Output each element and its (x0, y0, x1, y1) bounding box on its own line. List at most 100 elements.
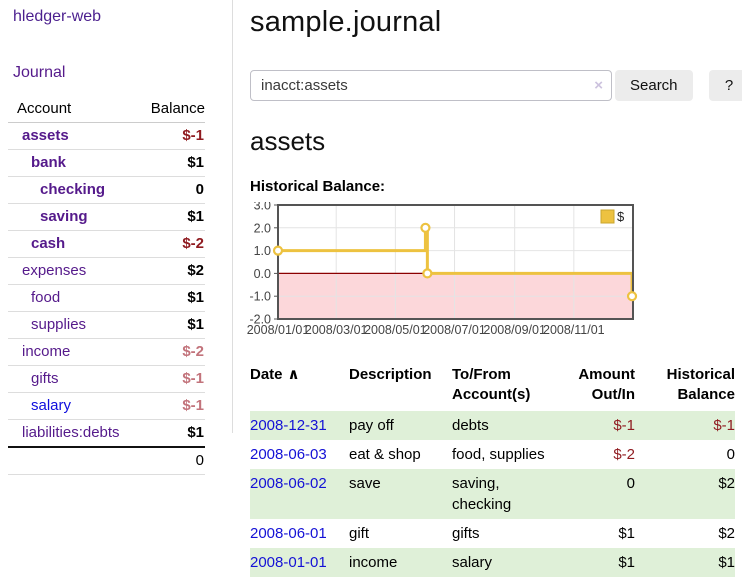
transaction-row: 2008-06-03 eat & shop food, supplies $-2 0 (250, 440, 735, 469)
sidebar-account-food[interactable]: food (31, 289, 61, 306)
svg-text:2008/05/01: 2008/05/01 (364, 323, 427, 337)
transaction-amount: $1 (552, 547, 635, 577)
transaction-accounts: gifts (452, 524, 480, 542)
app-title-link[interactable]: hledger-web (13, 8, 102, 25)
account-row: liabilities:debts $1 (8, 419, 205, 448)
chart-title: Historical Balance: (250, 178, 386, 195)
account-row: bank $1 (8, 149, 205, 177)
transaction-accounts: debts (452, 410, 552, 440)
help-button[interactable]: ? (708, 70, 742, 101)
transaction-description: pay off (349, 410, 452, 440)
account-balance: $-2 (140, 230, 205, 258)
transaction-balance: $1 (635, 547, 735, 577)
sidebar-account-gifts[interactable]: gifts (31, 370, 59, 387)
register-header-description: Description (349, 366, 432, 383)
transaction-balance: $2 (718, 524, 735, 542)
sidebar-account-liabilities-debts[interactable]: liabilities:debts (22, 424, 120, 441)
transaction-date-link[interactable]: 2008-06-02 (250, 474, 327, 492)
account-row: saving $1 (8, 203, 205, 231)
account-row: gifts $-1 (8, 365, 205, 393)
transaction-row: 2008-06-01 gift gifts $1 $2 (250, 519, 735, 548)
transaction-date-link[interactable]: 2008-06-03 (250, 445, 327, 463)
sidebar: hledger-web Journal Account Balance asse… (0, 0, 233, 475)
transaction-amount: $-1 (552, 410, 635, 440)
sidebar-account-cash[interactable]: cash (31, 235, 66, 252)
sidebar-account-bank[interactable]: bank (31, 154, 67, 171)
svg-text:2008/03/01: 2008/03/01 (305, 323, 368, 337)
account-balance: 0 (140, 176, 205, 204)
clear-search-icon[interactable]: × (594, 77, 603, 94)
svg-text:2.0: 2.0 (254, 221, 271, 235)
transaction-row: 2008-01-01 income salary $1 $1 (250, 547, 735, 577)
transaction-amount: $-2 (613, 445, 635, 463)
accounts-header-row: Account Balance (8, 96, 205, 123)
transaction-date-link[interactable]: 2008-12-31 (250, 416, 327, 434)
sidebar-account-expenses[interactable]: expenses (22, 262, 87, 279)
account-heading: assets (250, 126, 326, 156)
sidebar-item-journal[interactable]: Journal (13, 64, 66, 81)
page-title: sample.journal (250, 6, 442, 38)
main-content: sample.journal × Search ? assets Histori… (233, 0, 742, 577)
svg-text:2008/01/01: 2008/01/01 (247, 323, 310, 337)
transaction-balance: 0 (726, 445, 735, 463)
transaction-balance: $-1 (635, 410, 735, 440)
accounts-total-balance: 0 (140, 446, 205, 475)
account-row: food $1 (8, 284, 205, 312)
chart-canvas: $3.0 2.0 1.0 0.0 -1.0 -2.02008/01/012008/03/0… (247, 199, 638, 337)
sidebar-account-supplies[interactable]: supplies (31, 316, 87, 333)
account-balance: $1 (140, 284, 205, 312)
account-balance: $-2 (140, 338, 205, 366)
account-balance: $-1 (140, 365, 205, 393)
search-form: × Search ? (250, 70, 742, 101)
transaction-accounts: food, supplies (452, 445, 545, 463)
transaction-accounts: saving, checking (452, 468, 552, 519)
sidebar-account-assets[interactable]: assets (22, 127, 69, 144)
svg-text:3.0: 3.0 (254, 202, 271, 213)
svg-text:0.0: 0.0 (254, 267, 271, 281)
transaction-description: eat & shop (349, 445, 421, 463)
transaction-date-link[interactable]: 2008-06-01 (250, 524, 327, 542)
transaction-accounts: salary (452, 547, 552, 577)
transaction-description: income (349, 547, 452, 577)
sort-asc-icon: ∧ (287, 366, 300, 383)
sidebar-account-income[interactable]: income (22, 343, 71, 360)
accounts-table-body: assets $-1 bank $1 checking 0 saving $1 cash $-2 e… (8, 122, 205, 475)
register-header-balance: Historical Balance (666, 366, 735, 404)
sidebar-account-salary[interactable]: salary (31, 397, 72, 414)
transaction-description: gift (349, 524, 370, 542)
transaction-row: 2008-06-02 save saving, checking 0 $2 (250, 468, 735, 519)
sidebar-account-saving[interactable]: saving (40, 208, 88, 225)
accounts-total-row: 0 (8, 446, 205, 475)
accounts-table: Account Balance assets $-1 bank $1 checking 0… (8, 96, 205, 475)
register-header-row: Date ∧ Description To/From Account(s) Amo… (250, 363, 735, 411)
transaction-description: save (349, 468, 452, 519)
account-row: supplies $1 (8, 311, 205, 339)
transaction-amount: 0 (552, 468, 635, 519)
register-table: Date ∧ Description To/From Account(s) Amo… (250, 363, 735, 577)
accounts-header-balance: Balance (140, 96, 205, 123)
account-row: expenses $2 (8, 257, 205, 285)
svg-text:-2.0: -2.0 (249, 313, 271, 327)
search-button[interactable]: Search (615, 70, 693, 101)
transaction-date-link[interactable]: 2008-01-01 (250, 553, 327, 571)
sidebar-account-checking[interactable]: checking (40, 181, 106, 198)
register-header-date[interactable]: Date ∧ (250, 366, 300, 383)
register-header-accounts: To/From Account(s) (452, 366, 531, 404)
account-balance: $-1 (140, 392, 205, 420)
account-row: checking 0 (8, 176, 205, 204)
account-balance: $-1 (140, 122, 205, 150)
transaction-balance: $2 (635, 468, 735, 519)
svg-text:-1.0: -1.0 (249, 290, 271, 304)
account-balance: $1 (140, 419, 205, 448)
search-input[interactable] (250, 70, 612, 101)
account-row: assets $-1 (8, 122, 205, 150)
svg-text:2008/11/01: 2008/11/01 (543, 323, 605, 337)
account-balance: $1 (140, 203, 205, 231)
register-header-amount: Amount Out/In (578, 366, 635, 404)
accounts-header-account: Account (8, 96, 141, 123)
account-row: income $-2 (8, 338, 205, 366)
account-balance: $2 (140, 257, 205, 285)
account-row: cash $-2 (8, 230, 205, 258)
register-table-body: 2008-12-31 pay off debts $-1 $-1 2008-06-03 ea… (250, 410, 735, 577)
